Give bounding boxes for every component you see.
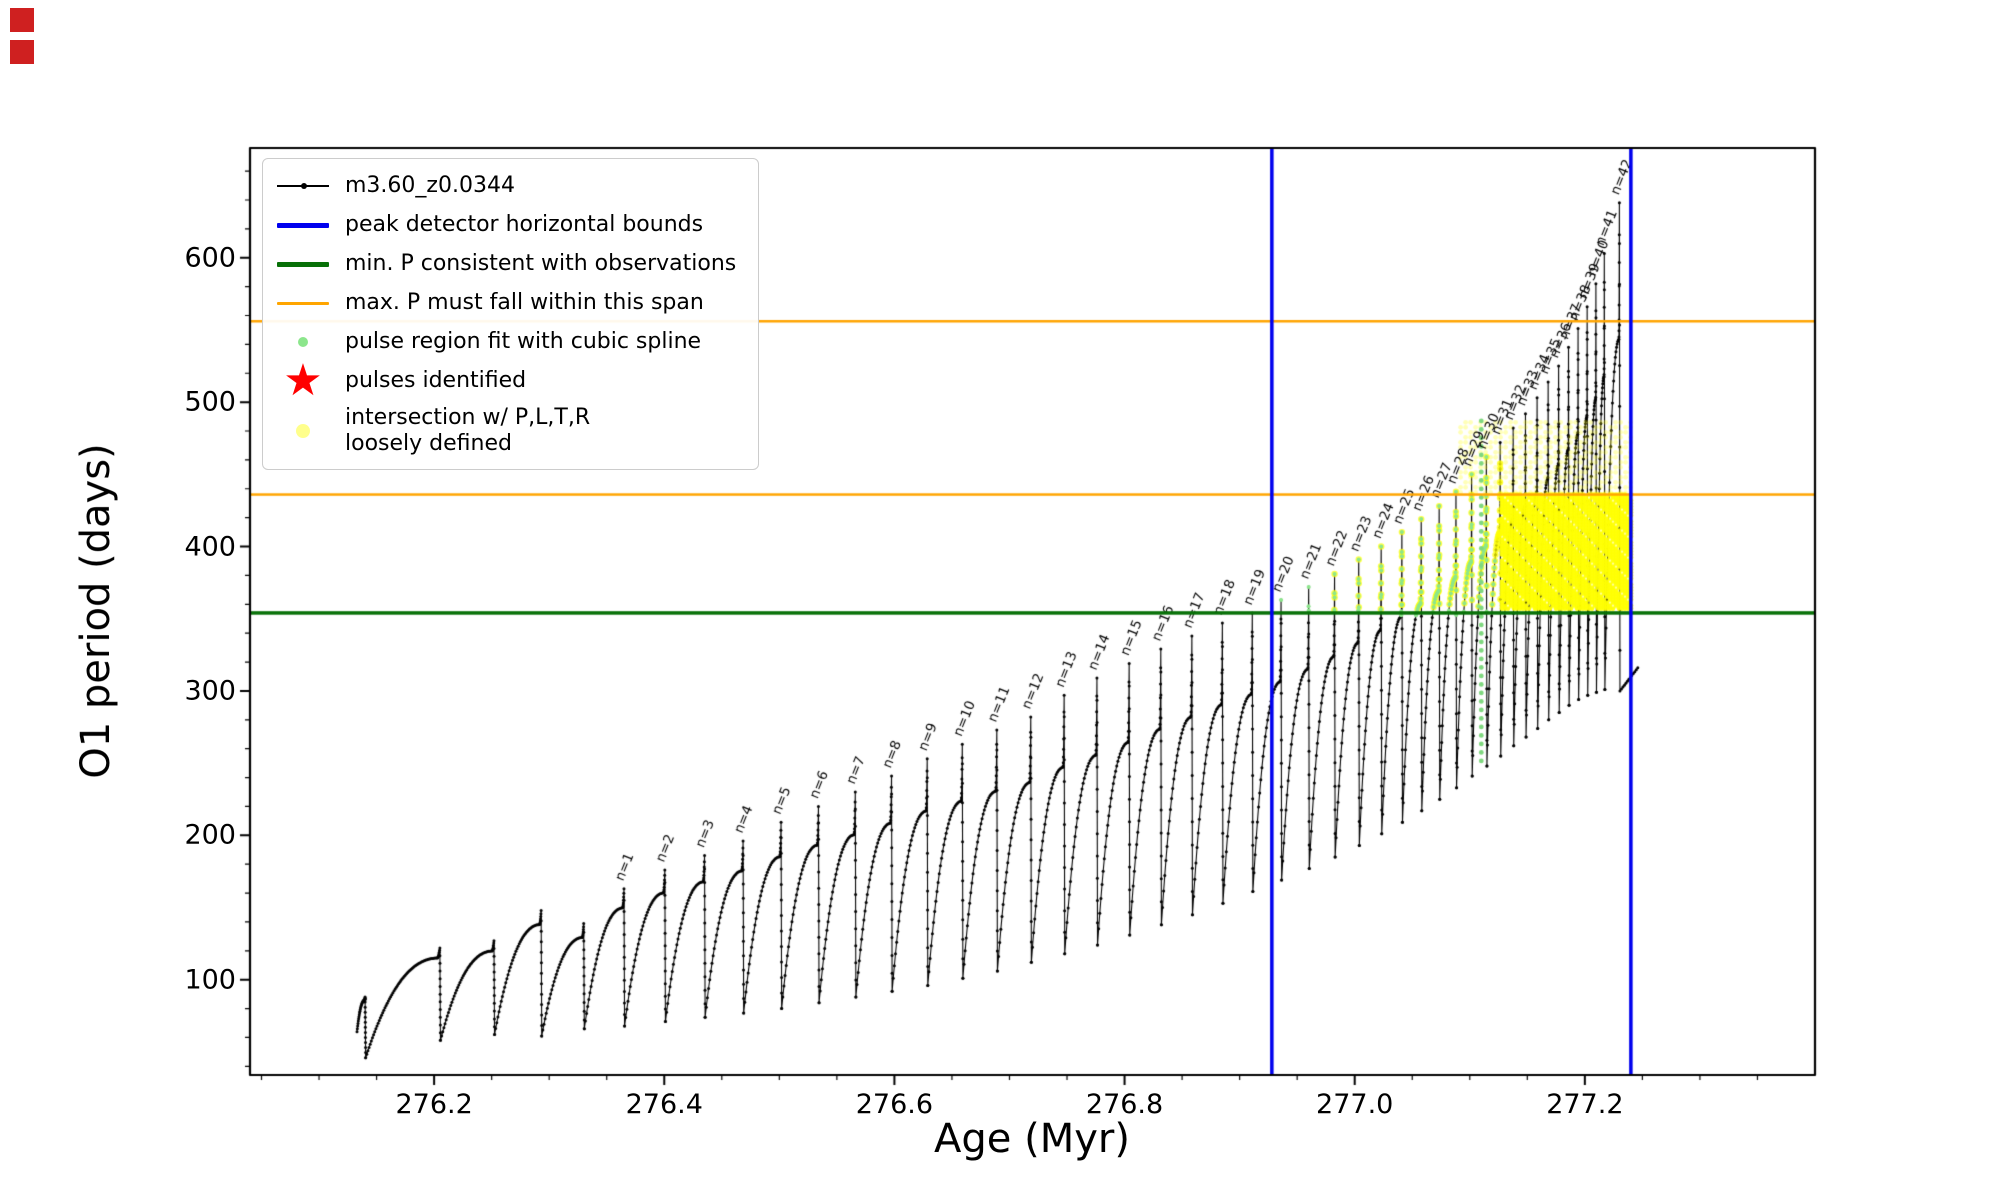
- corner-marker: [10, 40, 34, 64]
- x-tick-label: 277.2: [1546, 1089, 1624, 1120]
- legend-item: pulse region fit with cubic spline: [275, 327, 736, 357]
- y-tick-label: 500: [184, 386, 236, 418]
- legend-item-label: peak detector horizontal bounds: [345, 212, 703, 238]
- legend-label-line: intersection w/ P,L,T,R: [345, 405, 591, 430]
- line-swatch: [275, 222, 331, 228]
- legend-item: max. P must fall within this span: [275, 288, 736, 318]
- series-line-swatch: [275, 183, 331, 189]
- legend-item-label: max. P must fall within this span: [345, 290, 704, 316]
- legend-label-line: loosely defined: [345, 430, 512, 456]
- y-axis-label: O1 period (days): [73, 443, 119, 779]
- star-icon: ★: [283, 355, 323, 406]
- legend-label-line: m3.60_z0.0344: [345, 173, 515, 199]
- legend-item: intersection w/ P,L,T,R loosely defined: [275, 405, 736, 457]
- line-swatch: [275, 301, 331, 305]
- y-tick-label: 600: [184, 242, 236, 274]
- legend-item: ★ pulses identified: [275, 355, 736, 406]
- line-swatch-bar: [277, 301, 329, 305]
- corner-marker: [10, 8, 34, 32]
- legend-label-line: peak detector horizontal bounds: [345, 212, 704, 238]
- legend-label-line: pulse region fit with cubic spline: [345, 329, 702, 355]
- marker-dot-icon: [298, 337, 308, 347]
- legend-label-line: max. P must fall within this span: [345, 290, 704, 316]
- y-tick-label: 400: [184, 531, 236, 563]
- x-tick-label: 276.8: [1085, 1089, 1164, 1120]
- line-swatch-bar: [277, 222, 329, 228]
- legend-item-label: pulses identified: [345, 368, 526, 394]
- line-swatch-bar: [277, 261, 329, 267]
- x-tick-label: 276.2: [395, 1089, 473, 1120]
- line-swatch: [277, 183, 329, 189]
- legend-item-label: pulse region fit with cubic spline: [345, 329, 701, 355]
- star-swatch: ★: [275, 355, 331, 406]
- line-swatch: [275, 261, 331, 267]
- y-tick-label: 200: [184, 819, 236, 851]
- pale-dot-swatch: [275, 423, 331, 438]
- dot-swatch: [275, 337, 331, 347]
- legend-item-label: m3.60_z0.0344: [345, 173, 515, 199]
- legend-item-label: min. P consistent with observations: [345, 251, 736, 277]
- y-tick-label: 100: [184, 964, 236, 996]
- legend-item: m3.60_z0.0344: [275, 171, 736, 201]
- marker-dot-icon: [301, 183, 307, 189]
- legend-label-line: min. P consistent with observations: [345, 251, 737, 277]
- x-axis-label: Age (Myr): [934, 1116, 1130, 1162]
- x-tick-label: 276.4: [625, 1089, 703, 1120]
- legend-item: min. P consistent with observations: [275, 249, 736, 279]
- legend-label-line: pulses identified: [345, 368, 527, 394]
- marker-dot-icon: [296, 423, 310, 438]
- x-tick-label: 277.0: [1316, 1089, 1394, 1120]
- x-tick-label: 276.6: [855, 1089, 934, 1120]
- legend-item: peak detector horizontal bounds: [275, 210, 736, 240]
- legend-item-label: intersection w/ P,L,T,R loosely defined: [345, 405, 590, 457]
- y-tick-label: 300: [184, 675, 236, 707]
